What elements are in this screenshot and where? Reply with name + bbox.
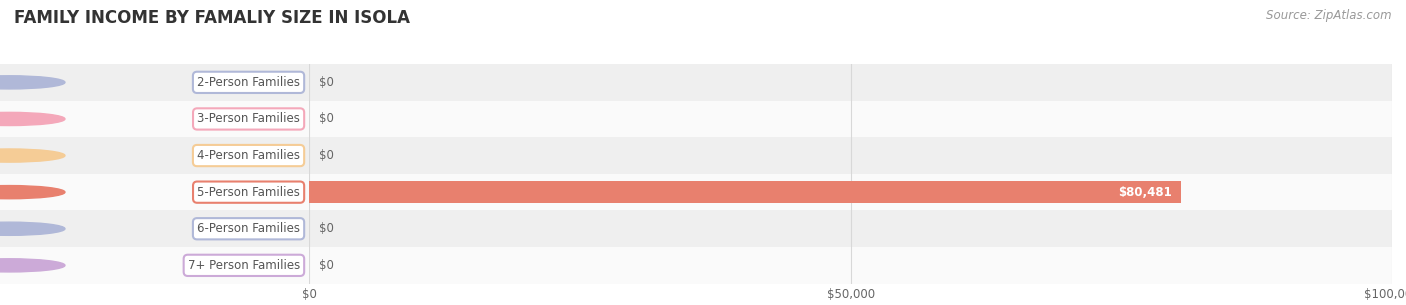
Text: FAMILY INCOME BY FAMALIY SIZE IN ISOLA: FAMILY INCOME BY FAMALIY SIZE IN ISOLA bbox=[14, 9, 411, 27]
Text: $0: $0 bbox=[319, 113, 335, 125]
Bar bbox=[309, 137, 1392, 174]
Bar bbox=[309, 101, 1392, 137]
Bar bbox=[0, 174, 309, 210]
Text: 7+ Person Families: 7+ Person Families bbox=[188, 259, 299, 272]
Circle shape bbox=[0, 259, 65, 272]
Text: Source: ZipAtlas.com: Source: ZipAtlas.com bbox=[1267, 9, 1392, 22]
Bar bbox=[0, 137, 309, 174]
Bar bbox=[0, 101, 309, 137]
Bar bbox=[0, 64, 309, 101]
Text: 2-Person Families: 2-Person Families bbox=[197, 76, 299, 89]
Text: $0: $0 bbox=[319, 76, 335, 89]
Text: 5-Person Families: 5-Person Families bbox=[197, 186, 299, 199]
Circle shape bbox=[0, 185, 65, 199]
Text: $80,481: $80,481 bbox=[1118, 186, 1173, 199]
Text: 6-Person Families: 6-Person Families bbox=[197, 222, 299, 235]
Circle shape bbox=[0, 222, 65, 235]
Text: 3-Person Families: 3-Person Families bbox=[197, 113, 299, 125]
Circle shape bbox=[0, 112, 65, 126]
Bar bbox=[309, 247, 1392, 284]
Bar bbox=[0, 210, 309, 247]
Text: $0: $0 bbox=[319, 149, 335, 162]
Bar bbox=[309, 174, 1392, 210]
Bar bbox=[309, 210, 1392, 247]
Bar bbox=[309, 64, 1392, 101]
Circle shape bbox=[0, 149, 65, 162]
Bar bbox=[309, 181, 1181, 203]
Text: 4-Person Families: 4-Person Families bbox=[197, 149, 299, 162]
Circle shape bbox=[0, 76, 65, 89]
Bar bbox=[0, 247, 309, 284]
Text: $0: $0 bbox=[319, 222, 335, 235]
Text: $0: $0 bbox=[319, 259, 335, 272]
